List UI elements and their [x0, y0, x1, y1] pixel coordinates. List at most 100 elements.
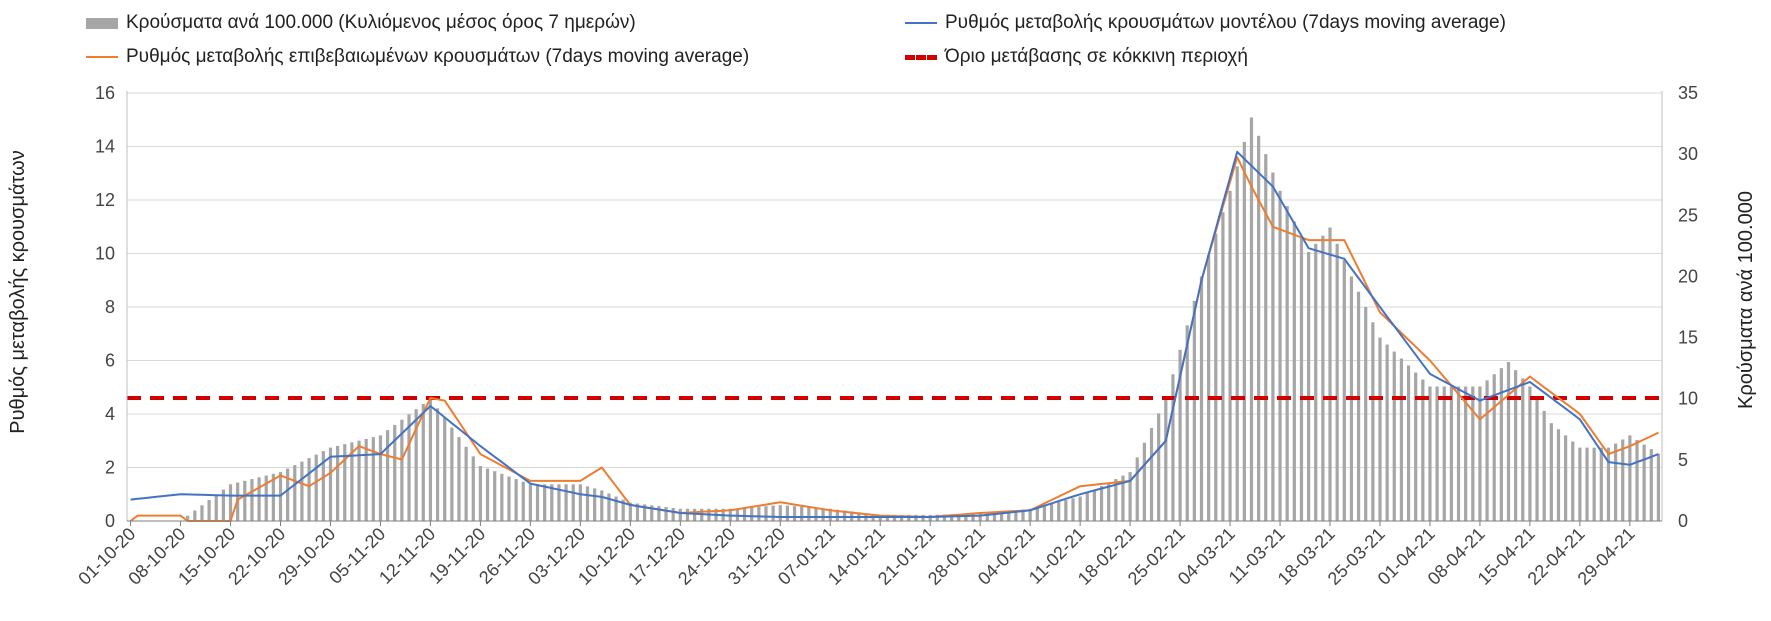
bar — [243, 480, 247, 521]
bar — [1435, 386, 1439, 521]
legend-item-bars: Κρούσματα ανά 100.000 (Κυλιόμενος μέσος … — [86, 12, 636, 34]
bar — [635, 503, 640, 521]
bar — [1285, 206, 1289, 521]
bar — [593, 488, 597, 521]
bar — [371, 437, 375, 521]
bar — [1385, 344, 1389, 521]
bar — [1506, 362, 1511, 521]
bar — [1642, 444, 1646, 521]
bar — [336, 445, 340, 521]
bar — [1028, 508, 1032, 521]
bar — [1428, 386, 1432, 521]
legend-swatch-bars — [86, 17, 118, 29]
legend-label-confirmed: Ρυθμός μεταβολής επιβεβαιωμένων κρουσμάτ… — [126, 46, 750, 67]
legend-label-bars: Κρούσματα ανά 100.000 (Κυλιόμενος μέσος … — [126, 12, 636, 33]
bar — [607, 493, 611, 521]
bar — [314, 454, 318, 521]
bar — [300, 461, 304, 521]
legend-item-confirmed: Ρυθμός μεταβολής επιβεβαιωμένων κρουσμάτ… — [86, 46, 749, 68]
bar — [1406, 365, 1411, 521]
bar — [1278, 190, 1282, 522]
left-tick-label: 8 — [105, 297, 115, 317]
bar — [1221, 212, 1225, 521]
bar — [842, 510, 847, 521]
bar — [193, 510, 197, 521]
bar — [585, 486, 590, 521]
bar — [942, 514, 947, 521]
grid-layer — [127, 92, 1662, 468]
bar — [1049, 503, 1054, 521]
bar — [414, 409, 418, 521]
bar — [393, 424, 397, 521]
bar — [557, 484, 561, 521]
left-tick-label: 2 — [105, 458, 115, 478]
bar — [1335, 243, 1339, 522]
bar — [1207, 255, 1211, 521]
bar — [1464, 386, 1468, 521]
bar — [293, 465, 297, 521]
legend-label-threshold: Όριο μετάβασης σε κόκκινη περιοχή — [945, 46, 1248, 67]
bar — [364, 438, 368, 521]
bar — [1135, 457, 1139, 521]
legend-swatch-confirmed — [86, 56, 118, 58]
bar — [1564, 435, 1568, 521]
bar — [1364, 307, 1368, 521]
bar — [471, 456, 475, 521]
bar — [1371, 322, 1375, 521]
bar — [1442, 386, 1446, 521]
bar — [1599, 447, 1603, 521]
bar — [1528, 386, 1532, 521]
bar — [1542, 410, 1546, 521]
bar — [1613, 443, 1618, 521]
right-tick-label: 10 — [1678, 389, 1698, 409]
bar — [1142, 442, 1146, 521]
bar — [307, 458, 311, 521]
bar — [1171, 374, 1175, 521]
bar — [750, 507, 754, 521]
bar — [643, 504, 647, 521]
bar — [1042, 505, 1047, 521]
bar — [1571, 441, 1575, 521]
bar — [1299, 236, 1304, 521]
bar — [685, 508, 690, 521]
bar — [1628, 435, 1632, 521]
bar — [528, 484, 532, 521]
bar — [257, 477, 261, 521]
bar — [214, 494, 218, 521]
bar — [1164, 398, 1168, 521]
bar — [421, 403, 425, 521]
bar — [207, 500, 211, 521]
right-tick-label: 20 — [1678, 266, 1698, 286]
bar — [992, 512, 997, 521]
bar — [1656, 453, 1661, 521]
bar — [1399, 358, 1404, 521]
bar — [1257, 135, 1261, 522]
bar — [1157, 413, 1161, 521]
bar — [950, 514, 954, 521]
bar — [1249, 117, 1254, 521]
bar — [792, 506, 797, 521]
bar — [1314, 243, 1318, 522]
bar — [357, 440, 361, 521]
bar — [428, 398, 433, 521]
bar — [1392, 351, 1396, 521]
bar — [507, 476, 511, 521]
bar — [778, 505, 782, 521]
bar — [1499, 368, 1503, 521]
bar — [742, 507, 747, 521]
bar — [600, 490, 604, 521]
bar — [614, 496, 618, 521]
bar — [443, 417, 447, 521]
bar — [450, 427, 454, 521]
bar — [1592, 447, 1596, 521]
bar — [286, 468, 290, 521]
lines-layer — [129, 150, 1659, 522]
bar — [1414, 372, 1418, 521]
bar — [1107, 482, 1111, 521]
bar — [1535, 398, 1539, 521]
bar — [1549, 423, 1553, 521]
bar — [228, 484, 233, 521]
bar — [621, 499, 625, 521]
bar — [1635, 439, 1639, 521]
